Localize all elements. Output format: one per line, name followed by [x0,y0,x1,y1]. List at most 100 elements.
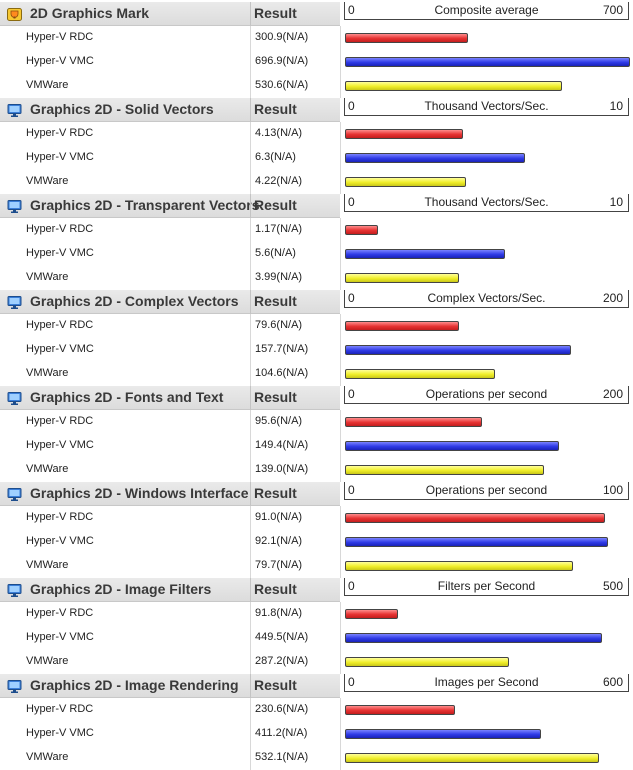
column-divider [340,338,341,362]
data-label: 696.9(N/A) [255,55,309,67]
header-divider [250,194,251,218]
column-divider [340,722,341,746]
chart-row: VMWare 104.6(N/A) [0,362,633,386]
chart-row: Hyper-V RDC 1.17(N/A) [0,218,633,242]
data-label: 1.17(N/A) [255,223,303,235]
result-column-header: Result [254,485,297,501]
result-column-header: Result [254,389,297,405]
bar-blue [345,441,559,451]
data-label: 157.7(N/A) [255,343,309,355]
x-axis: 0 Operations per second 100 [344,482,629,506]
row-label: VMWare [26,271,69,283]
data-label: 92.1(N/A) [255,535,303,547]
row-label: VMWare [26,655,69,667]
column-divider [340,362,341,386]
x-axis-label: Thousand Vectors/Sec. [424,195,549,209]
chart-row: VMWare 3.99(N/A) [0,266,633,290]
monitor-icon [7,103,22,118]
chart-section: Graphics 2D - Windows Interface Result 0 Op… [0,482,633,578]
result-column-header: Result [254,581,297,597]
column-divider [340,314,341,338]
x-axis-label: Images per Second [434,675,539,689]
data-label: 3.99(N/A) [255,271,303,283]
chart-row: Hyper-V VMC 92.1(N/A) [0,530,633,554]
row-label: Hyper-V RDC [26,127,94,139]
x-axis-line [344,578,629,596]
x-axis-label: Operations per second [425,483,548,497]
column-divider [250,410,251,434]
row-label: VMWare [26,463,69,475]
column-divider [250,602,251,626]
bar-red [345,129,463,139]
x-axis-max-label: 200 [602,291,623,305]
chart-header: Graphics 2D - Fonts and Text Result [0,386,340,410]
data-label: 300.9(N/A) [255,31,309,43]
data-label: 4.13(N/A) [255,127,303,139]
column-divider [250,218,251,242]
column-divider [250,50,251,74]
chart-title: Graphics 2D - Fonts and Text [30,389,224,405]
column-divider [340,410,341,434]
row-label: VMWare [26,79,69,91]
result-column-header: Result [254,677,297,693]
trophy-icon [7,7,22,22]
x-axis: 0 Complex Vectors/Sec. 200 [344,290,629,314]
data-label: 104.6(N/A) [255,367,309,379]
x-axis-min-label: 0 [348,579,355,593]
x-axis-min-label: 0 [348,3,355,17]
column-divider [340,146,341,170]
bar-yellow [345,177,466,187]
x-axis-max-label: 200 [602,387,623,401]
bar-red [345,225,378,235]
bar-blue [345,153,525,163]
bar-blue [345,57,630,67]
x-axis: 0 Operations per second 200 [344,386,629,410]
bar-blue [345,729,541,739]
chart-section: Graphics 2D - Image Rendering Result 0 Imag… [0,674,633,770]
chart-header: Graphics 2D - Complex Vectors Result [0,290,340,314]
x-axis-max-label: 10 [609,99,623,113]
data-label: 95.6(N/A) [255,415,303,427]
column-divider [340,122,341,146]
data-label: 532.1(N/A) [255,751,309,763]
data-label: 287.2(N/A) [255,655,309,667]
x-axis-min-label: 0 [348,99,355,113]
row-label: VMWare [26,367,69,379]
result-column-header: Result [254,101,297,117]
column-divider [250,650,251,674]
chart-row: Hyper-V RDC 79.6(N/A) [0,314,633,338]
column-divider [340,602,341,626]
x-axis: 0 Filters per Second 500 [344,578,629,602]
bar-red [345,705,455,715]
column-divider [340,746,341,770]
data-label: 139.0(N/A) [255,463,309,475]
column-divider [250,458,251,482]
column-divider [340,74,341,98]
chart-title: 2D Graphics Mark [30,5,150,21]
row-label: Hyper-V RDC [26,415,94,427]
chart-row: Hyper-V VMC 411.2(N/A) [0,722,633,746]
x-axis-line [344,98,629,116]
chart-section: Graphics 2D - Fonts and Text Result 0 Opera… [0,386,633,482]
chart-section: Graphics 2D - Transparent Vectors Result 0… [0,194,633,290]
bar-yellow [345,561,573,571]
chart-row: Hyper-V VMC 6.3(N/A) [0,146,633,170]
column-divider [340,266,341,290]
chart-title: Graphics 2D - Image Filters [30,581,212,597]
row-label: Hyper-V VMC [26,631,94,643]
result-column-header: Result [254,197,297,213]
data-label: 530.6(N/A) [255,79,309,91]
header-divider [250,386,251,410]
chart-title: Graphics 2D - Transparent Vectors [30,197,260,213]
monitor-icon [7,391,22,406]
row-label: Hyper-V RDC [26,223,94,235]
x-axis-min-label: 0 [348,195,355,209]
row-label: Hyper-V RDC [26,31,94,43]
result-column-header: Result [254,293,297,309]
chart-header: Graphics 2D - Image Rendering Result [0,674,340,698]
chart-section: Graphics 2D - Image Filters Result 0 Filter… [0,578,633,674]
column-divider [250,338,251,362]
x-axis-min-label: 0 [348,483,355,497]
column-divider [340,242,341,266]
